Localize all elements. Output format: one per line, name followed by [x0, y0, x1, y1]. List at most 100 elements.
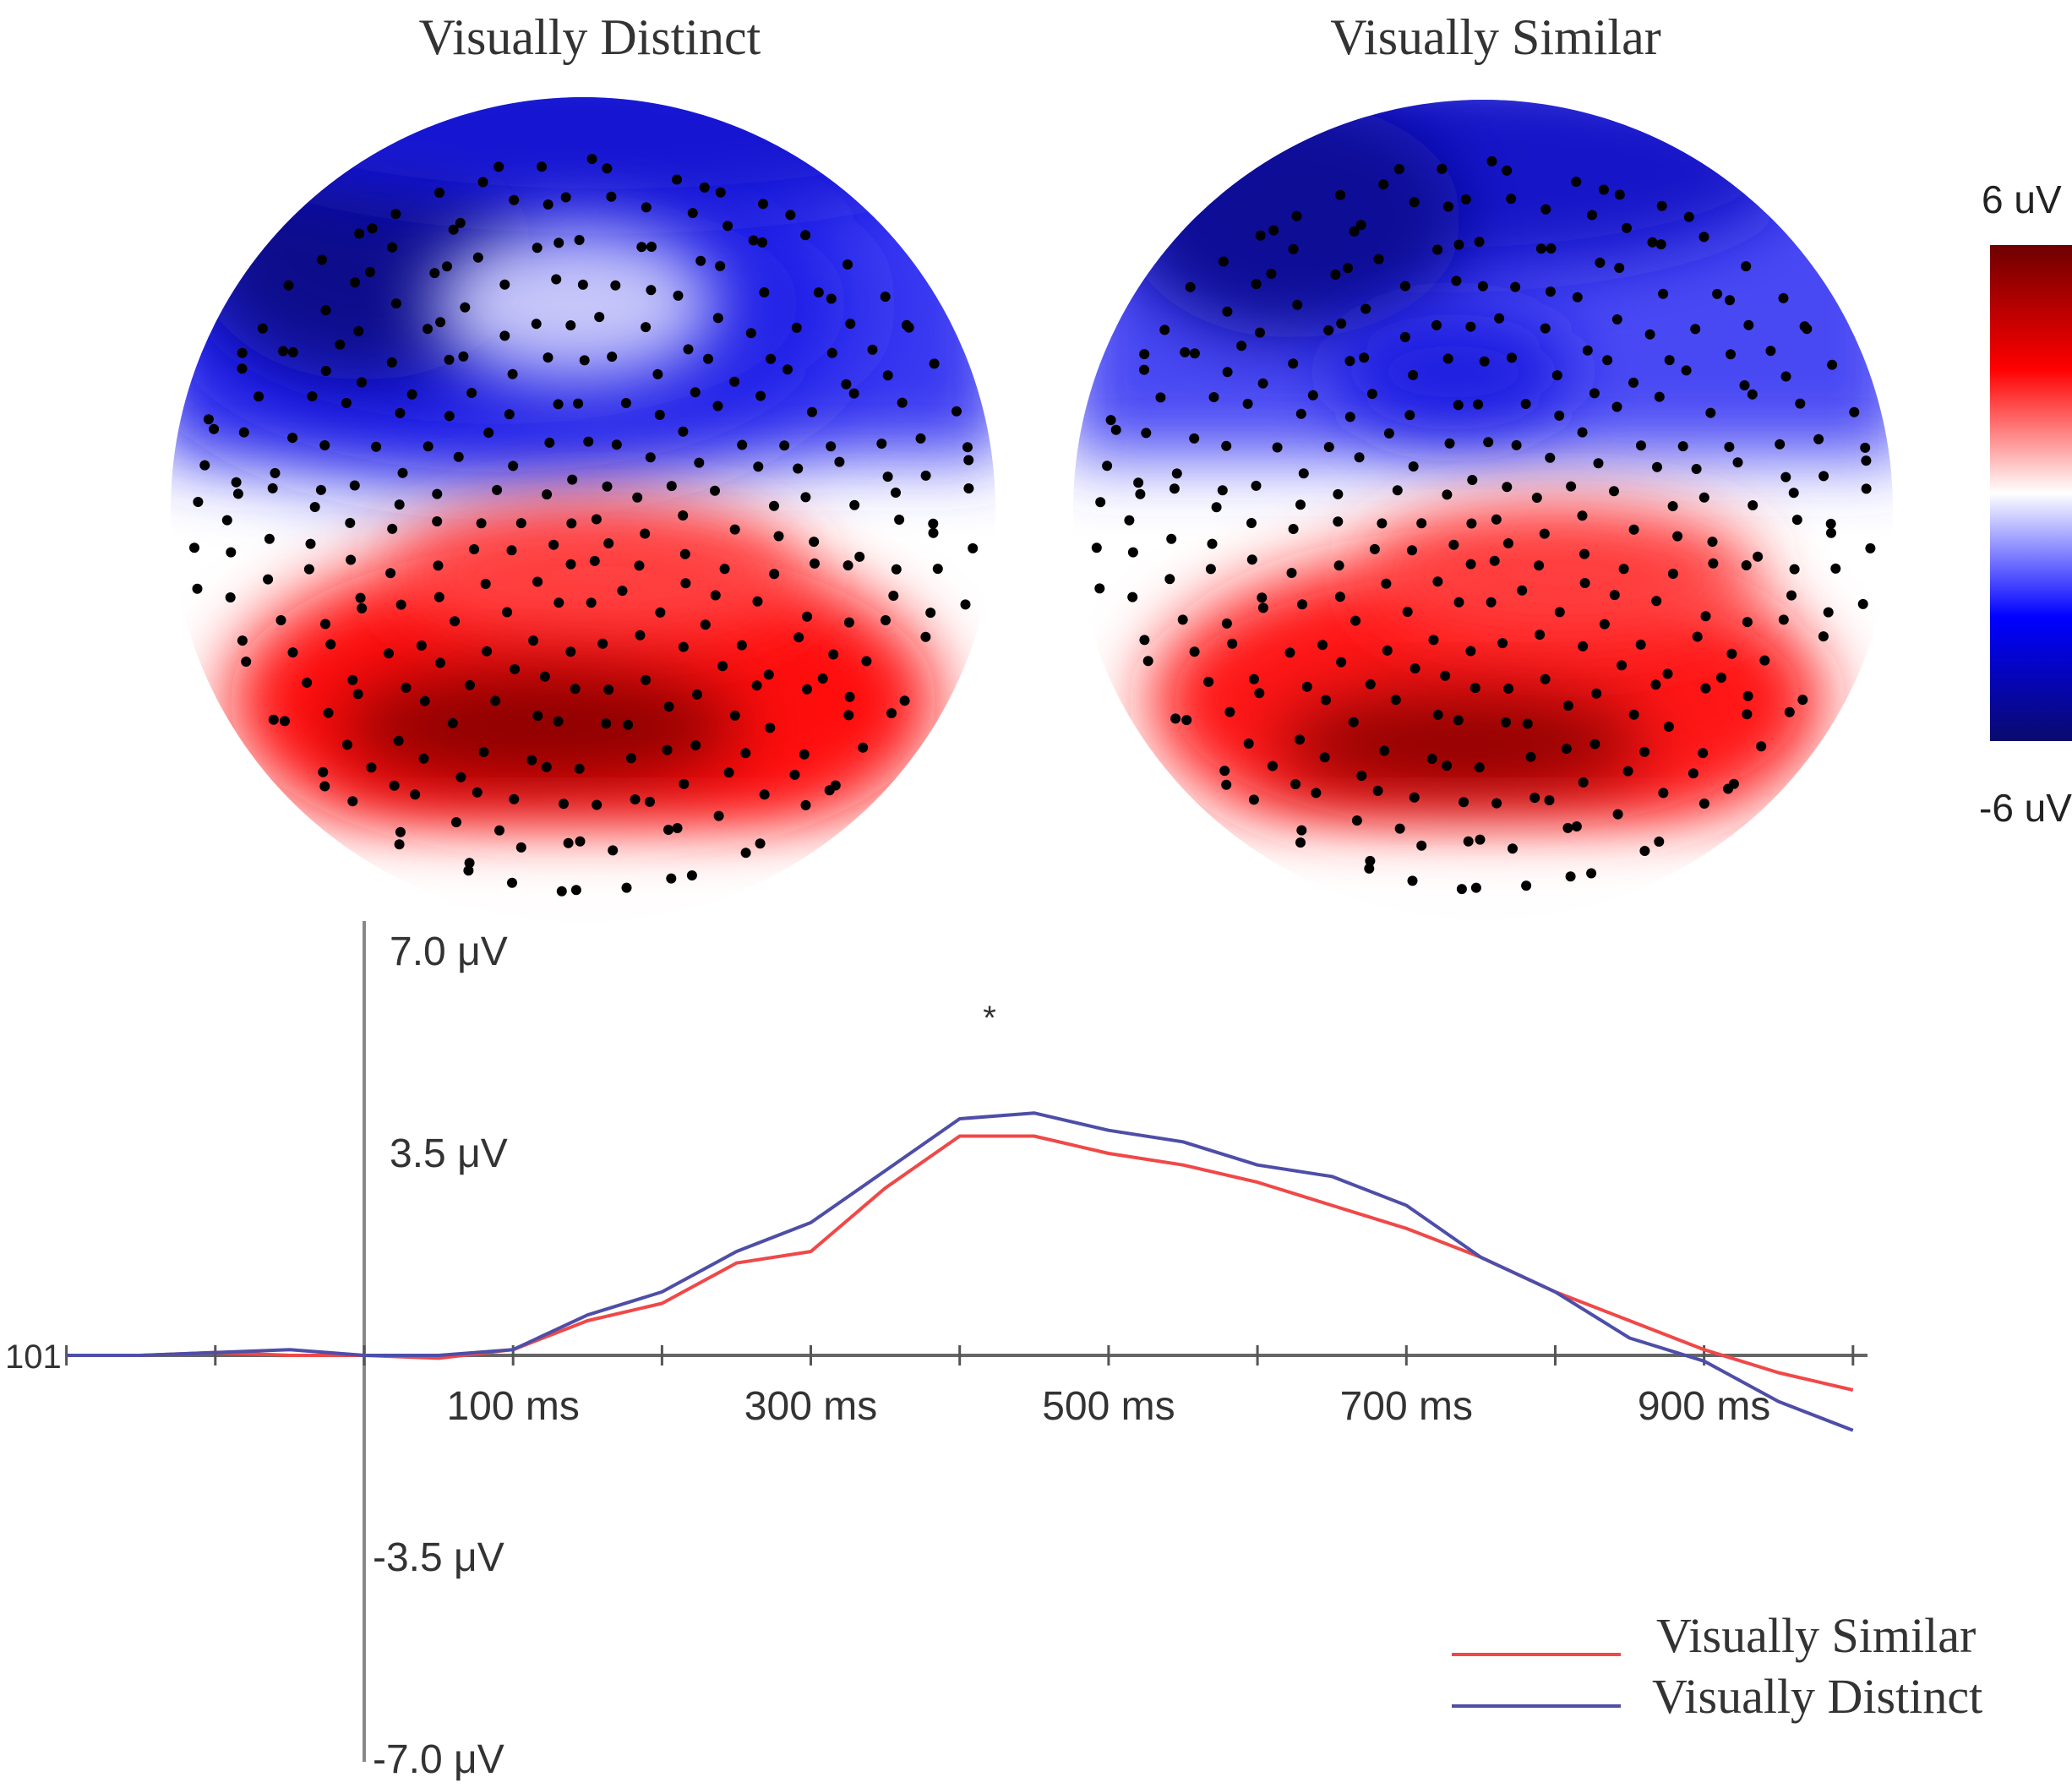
electrode-dot-left-3	[548, 539, 559, 550]
electrode-dot-left-322	[785, 210, 796, 221]
electrode-dot-right-183	[1356, 771, 1367, 782]
electrode-dot-right-329	[1849, 406, 1860, 417]
electrode-dot-left-307	[283, 280, 294, 291]
electrode-dot-right-237	[1268, 760, 1278, 771]
electrode-dot-right-108	[1295, 408, 1306, 419]
electrode-dot-right-309	[1255, 230, 1266, 241]
electrode-dot-left-175	[723, 767, 734, 778]
electrode-dot-right-38	[1503, 684, 1514, 694]
electrode-dot-right-251	[1288, 243, 1299, 254]
electrode-dot-left-71	[385, 568, 396, 579]
electrode-dot-left-21	[565, 646, 576, 657]
electrode-dot-left-166	[849, 499, 860, 510]
electrode-dot-left-207	[715, 260, 726, 271]
electrode-dot-left-282	[755, 838, 766, 849]
electrode-dot-left-184	[323, 707, 334, 718]
electrode-dot-right-242	[1135, 488, 1146, 499]
x-tick-label-700: 700 ms	[1340, 1384, 1473, 1429]
electrode-dot-right-247	[1189, 348, 1200, 359]
electrode-dot-left-117	[683, 344, 694, 355]
electrode-dot-right-217	[1789, 564, 1800, 575]
electrode-dot-right-79	[1442, 353, 1453, 364]
electrode-dot-right-137	[1295, 734, 1306, 745]
electrode-dot-right-264	[1725, 295, 1735, 306]
electrode-dot-left-2	[565, 559, 576, 570]
electrode-dot-left-38	[603, 684, 614, 695]
electrode-dot-left-211	[841, 379, 852, 390]
electrode-dot-left-12	[515, 518, 526, 529]
electrode-dot-right-188	[1164, 574, 1175, 585]
electrode-dot-right-78	[1408, 369, 1419, 380]
electrode-dot-left-173	[765, 722, 776, 733]
electrode-dot-left-236	[389, 780, 400, 791]
electrode-dot-right-271	[1825, 518, 1836, 529]
electrode-dot-left-170	[828, 649, 839, 660]
electrode-dot-left-178	[630, 794, 641, 804]
electrode-dot-left-25	[469, 544, 480, 554]
electrode-dot-right-18	[1554, 607, 1565, 618]
electrode-dot-right-258	[1540, 204, 1551, 215]
electrode-dot-right-76	[1344, 412, 1355, 422]
erp-line-chart: 100 ms 300 ms 500 ms 700 ms 900 ms 7.0 μV 3.5…	[5, 921, 1868, 1782]
electrode-dot-left-171	[817, 673, 828, 684]
electrode-dot-right-199	[1343, 263, 1353, 274]
electrode-dot-right-140	[1227, 638, 1238, 649]
electrode-dot-left-219	[881, 615, 891, 625]
electrode-dot-right-26	[1377, 518, 1388, 529]
electrode-dot-left-6	[634, 560, 645, 571]
electrode-dot-right-165	[1732, 457, 1743, 468]
electrode-dot-left-7	[617, 586, 628, 597]
electrode-dot-right-184	[1224, 706, 1235, 717]
electrode-dot-right-47	[1333, 488, 1344, 499]
electrode-dot-left-10	[532, 576, 543, 587]
electrode-dot-left-15	[602, 481, 613, 492]
electrode-dot-left-262	[757, 237, 767, 248]
electrode-dot-right-95	[1522, 718, 1533, 729]
electrode-dot-right-67	[1365, 679, 1376, 690]
electrode-dot-left-49	[483, 428, 494, 439]
electrode-dot-right-170	[1726, 648, 1737, 659]
electrode-dot-right-185	[1203, 676, 1214, 687]
electrode-dot-right-161	[1664, 355, 1675, 366]
electrode-dot-left-142	[303, 564, 314, 575]
electrode-dot-left-43	[450, 616, 461, 627]
electrode-dot-right-305	[1139, 349, 1150, 360]
electrode-dot-left-331	[963, 455, 974, 466]
x-tick-label-900: 900 ms	[1638, 1384, 1770, 1429]
electrode-dot-right-312	[1335, 189, 1346, 200]
electrode-dot-right-179	[1491, 798, 1502, 809]
electrode-dot-right-174	[1639, 746, 1650, 757]
electrode-dot-right-142	[1205, 564, 1216, 575]
electrode-dot-left-287	[570, 885, 581, 896]
electrode-dot-left-269	[915, 433, 926, 444]
electrode-dot-left-327	[903, 322, 914, 333]
electrode-dot-left-158	[673, 290, 684, 301]
electrode-dot-right-187	[1177, 614, 1188, 625]
electrode-dot-right-218	[1786, 590, 1797, 601]
electrode-dot-left-160	[745, 328, 756, 339]
electrode-dot-right-77	[1366, 389, 1377, 400]
electrode-dot-right-109	[1307, 390, 1318, 401]
electrode-dot-right-204	[1535, 243, 1546, 254]
electrode-dot-left-259	[687, 208, 698, 219]
electrode-dot-left-96	[526, 755, 537, 766]
electrode-dot-left-265	[845, 319, 856, 330]
electrode-dot-left-201	[532, 243, 543, 253]
electrode-dot-right-17	[1539, 528, 1550, 539]
electrode-dot-left-75	[423, 441, 433, 452]
electrode-dot-left-333	[968, 542, 979, 553]
electrode-dot-left-315	[537, 161, 548, 172]
electrode-dot-right-39	[1469, 683, 1480, 694]
electrode-dot-left-209	[791, 322, 802, 333]
electrode-dot-right-284	[1586, 868, 1597, 879]
electrode-dot-left-92	[717, 661, 728, 672]
electrode-dot-left-14	[567, 474, 578, 485]
electrode-dot-left-93	[692, 689, 702, 700]
electrode-dot-right-35	[1579, 548, 1589, 559]
colorbar: 6 uV -6 uV	[1979, 177, 2072, 830]
electrode-dot-left-230	[575, 836, 586, 847]
electrode-dot-left-54	[654, 410, 665, 420]
electrode-dot-right-282	[1654, 837, 1665, 847]
electrode-dot-left-1	[589, 555, 600, 566]
electrode-dot-left-157	[646, 285, 657, 296]
